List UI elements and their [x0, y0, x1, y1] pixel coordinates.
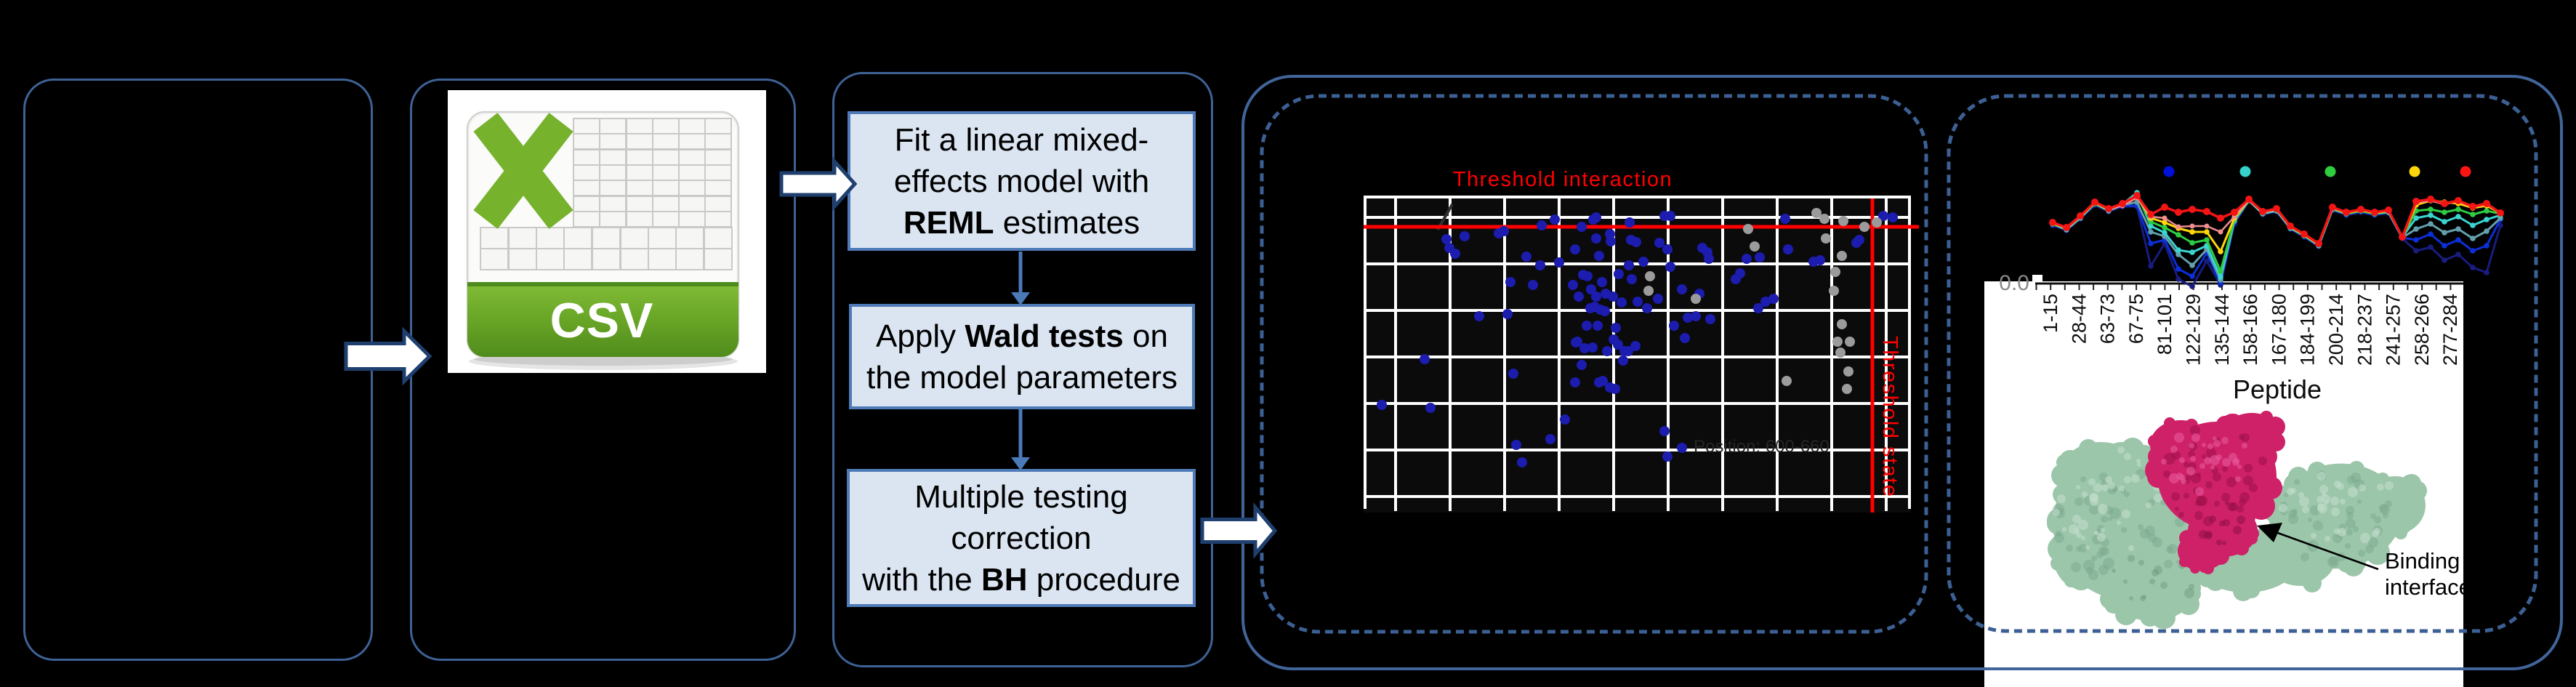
svg-text:Threshold interaction: Threshold interaction	[1453, 168, 1673, 191]
svg-text:28-44: 28-44	[2068, 294, 2090, 344]
svg-text:167-180: 167-180	[2268, 294, 2290, 366]
svg-text:200-214: 200-214	[2325, 294, 2347, 366]
svg-text:interface: interface	[2385, 574, 2471, 600]
svg-text:81-101: 81-101	[2154, 294, 2175, 355]
svg-text:135-144: 135-144	[2211, 294, 2233, 366]
svg-text:Position: 600-660: Position: 600-660	[1694, 437, 1830, 457]
svg-text:Threshold state: Threshold state	[1878, 336, 1901, 497]
svg-text:1-15: 1-15	[2040, 294, 2061, 333]
svg-text:CSV: CSV	[550, 293, 654, 348]
svg-text:Peptide: Peptide	[2233, 374, 2322, 404]
svg-text:184-199: 184-199	[2297, 294, 2319, 366]
svg-text:158-166: 158-166	[2239, 294, 2261, 366]
svg-text:122-129: 122-129	[2183, 294, 2205, 366]
svg-text:67-75: 67-75	[2125, 294, 2147, 344]
svg-text:218-237: 218-237	[2354, 294, 2375, 366]
svg-text:277-284: 277-284	[2439, 294, 2461, 366]
svg-text:Binding: Binding	[2385, 548, 2460, 574]
svg-text:63-73: 63-73	[2097, 294, 2119, 344]
svg-text:0.0: 0.0	[1999, 271, 2029, 295]
svg-text:241-257: 241-257	[2383, 294, 2404, 366]
svg-text:258-266: 258-266	[2411, 294, 2433, 366]
